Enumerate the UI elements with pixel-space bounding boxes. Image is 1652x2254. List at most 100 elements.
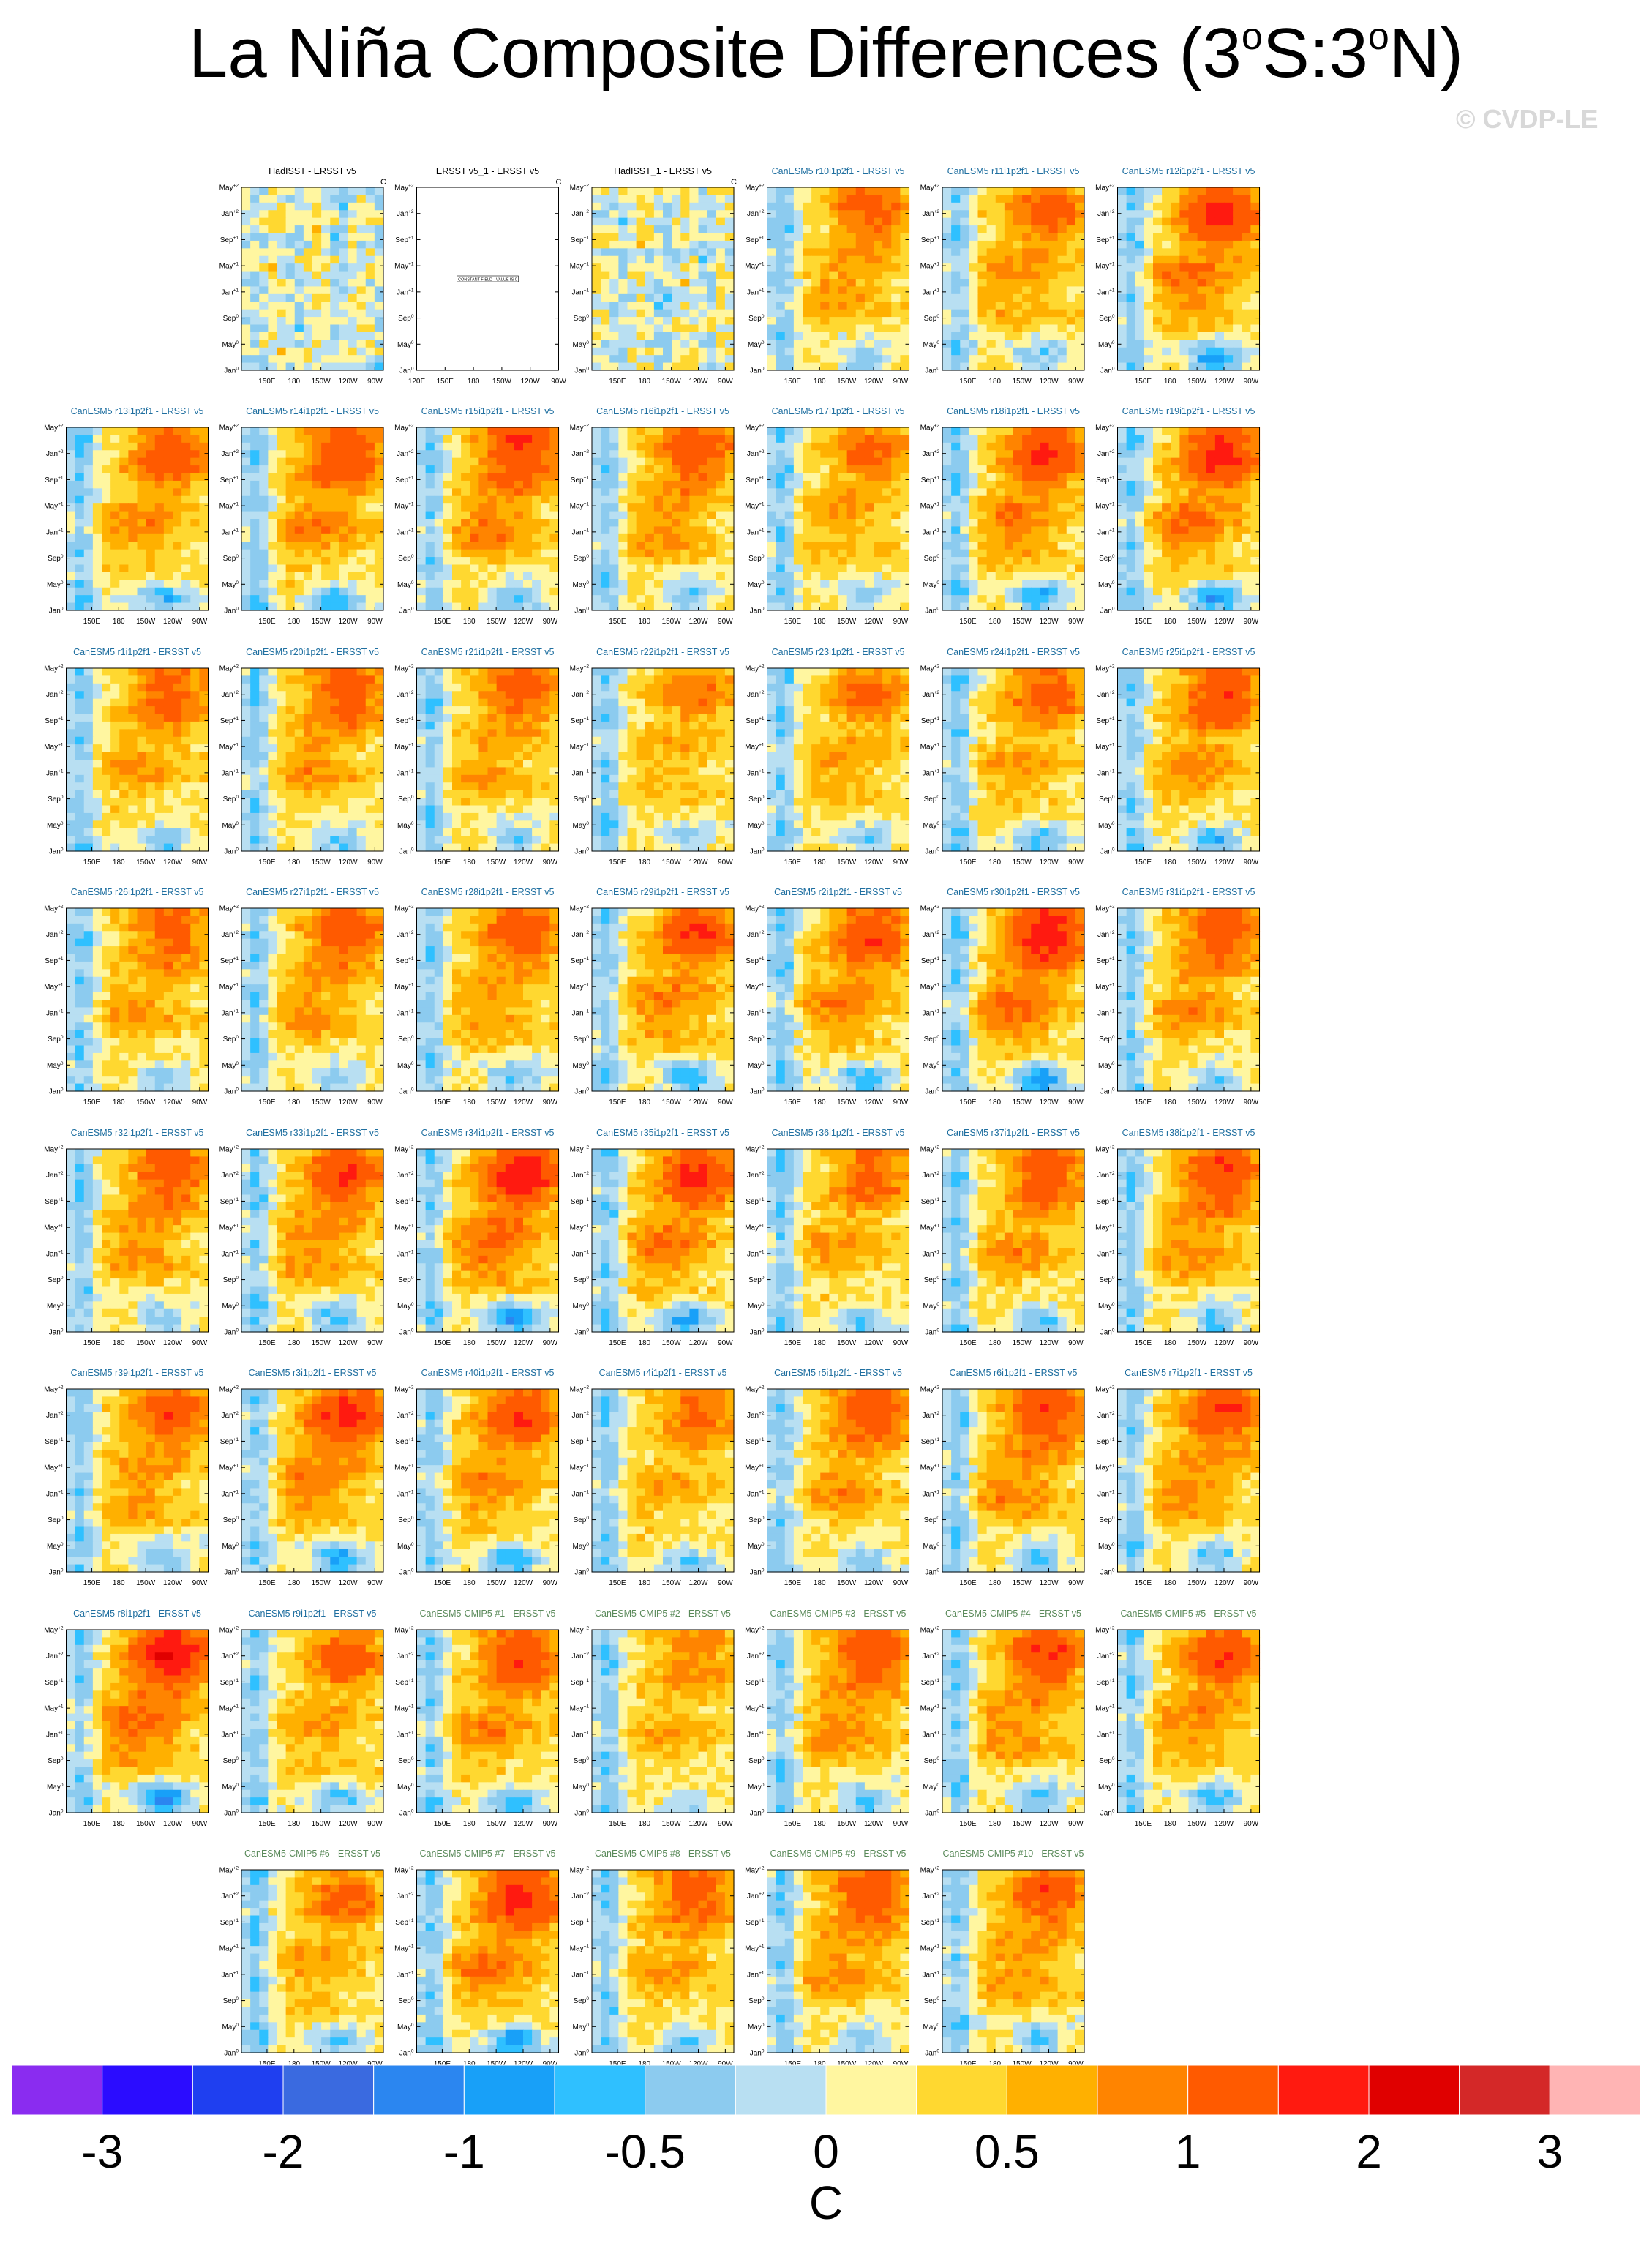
field-cell	[348, 427, 358, 435]
field-cell	[1058, 279, 1067, 287]
field-cell	[601, 248, 610, 256]
field-cell	[268, 603, 277, 611]
field-cell	[339, 557, 348, 565]
field-cell	[1179, 225, 1189, 233]
field-cell	[680, 588, 690, 596]
field-cell	[146, 526, 156, 534]
field-cell	[699, 340, 708, 348]
field-cell	[960, 534, 969, 542]
field-cell	[1022, 595, 1032, 603]
field-cell	[601, 302, 610, 310]
field-cell	[426, 580, 435, 588]
field-cell	[951, 465, 961, 473]
field-cell	[357, 286, 367, 294]
field-cell	[1224, 294, 1234, 302]
field-cell	[1250, 187, 1260, 195]
field-cell	[785, 572, 795, 580]
y-tick-label: May0	[222, 340, 239, 349]
field-cell	[960, 210, 969, 218]
field-cell	[1189, 348, 1198, 356]
field-cell	[672, 496, 681, 504]
field-cell	[942, 565, 952, 573]
field-cell	[672, 225, 681, 233]
field-cell	[874, 310, 883, 318]
field-cell	[1067, 241, 1076, 249]
field-cell	[856, 519, 866, 527]
field-cell	[1118, 195, 1127, 203]
field-cell	[375, 355, 384, 363]
field-cell	[1215, 435, 1225, 443]
field-cell	[663, 450, 672, 458]
field-cell	[506, 450, 515, 458]
field-cell	[181, 481, 191, 489]
field-cell	[628, 465, 637, 473]
field-cell	[767, 542, 777, 550]
field-cell	[794, 519, 803, 527]
field-cell	[767, 363, 777, 371]
field-cell	[785, 473, 795, 482]
field-cell	[654, 248, 664, 256]
field-cell	[250, 256, 260, 264]
field-cell	[716, 603, 726, 611]
field-cell	[268, 519, 277, 527]
field-cell	[199, 588, 209, 596]
field-cell	[767, 443, 777, 451]
field-cell	[882, 443, 892, 451]
field-cell	[847, 519, 857, 527]
field-cell	[1198, 435, 1207, 443]
x-tick-label: 150E	[258, 378, 276, 386]
field-cell	[541, 595, 550, 603]
field-cell	[1233, 263, 1242, 272]
field-cell	[470, 519, 479, 527]
field-cell	[138, 565, 147, 573]
field-cell	[776, 210, 786, 218]
field-cell	[277, 572, 287, 580]
field-cell	[1067, 473, 1076, 482]
field-cell	[304, 286, 313, 294]
field-cell	[452, 550, 462, 558]
field-cell	[716, 595, 726, 603]
field-cell	[942, 435, 952, 443]
field-cell	[874, 526, 883, 534]
field-cell	[452, 503, 462, 512]
field-cell	[951, 325, 961, 333]
field-cell	[181, 443, 191, 451]
field-cell	[164, 496, 173, 504]
field-cell	[942, 363, 952, 371]
field-cell	[960, 256, 969, 264]
field-cell	[155, 450, 165, 458]
field-cell	[645, 340, 655, 348]
field-cell	[1118, 355, 1127, 363]
field-cell	[874, 272, 883, 280]
field-cell	[609, 195, 619, 203]
field-cell	[785, 443, 795, 451]
field-cell	[1153, 557, 1163, 565]
field-cell	[663, 496, 672, 504]
field-cell	[1171, 481, 1180, 489]
field-cell	[295, 580, 304, 588]
field-cell	[357, 473, 367, 482]
field-cell	[847, 325, 857, 333]
field-cell	[470, 458, 479, 466]
field-cell	[689, 550, 699, 558]
field-cell	[1058, 534, 1067, 542]
field-cell	[1144, 195, 1154, 203]
field-cell	[1005, 534, 1014, 542]
field-cell	[312, 294, 322, 302]
field-cell	[672, 595, 681, 603]
field-cell	[110, 526, 120, 534]
field-cell	[1049, 241, 1059, 249]
field-cell	[146, 588, 156, 596]
field-cell	[321, 218, 331, 226]
field-cell	[680, 256, 690, 264]
field-cell	[942, 195, 952, 203]
field-cell	[295, 526, 304, 534]
field-cell	[1153, 496, 1163, 504]
field-cell	[1198, 187, 1207, 195]
field-cell	[689, 363, 699, 371]
field-cell	[680, 317, 690, 325]
field-cell	[865, 218, 874, 226]
field-cell	[110, 488, 120, 496]
field-cell	[1067, 203, 1076, 211]
field-cell	[93, 542, 102, 550]
